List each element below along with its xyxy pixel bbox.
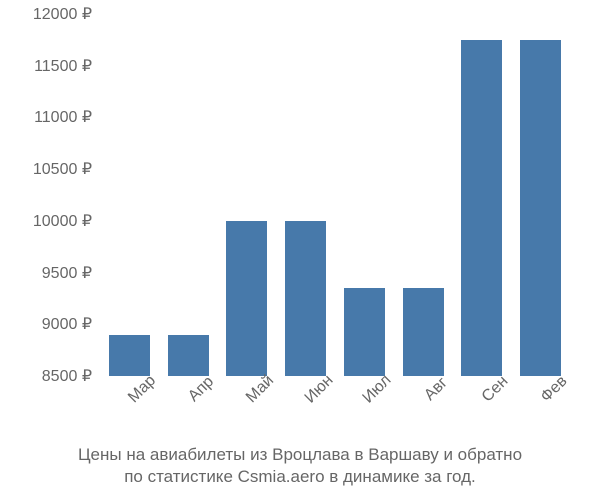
y-tick-label: 11000 ₽ bbox=[34, 107, 100, 127]
bar bbox=[344, 288, 385, 376]
y-tick-label: 10000 ₽ bbox=[33, 211, 100, 231]
y-tick-label: 8500 ₽ bbox=[42, 366, 100, 386]
y-tick-label: 11500 ₽ bbox=[34, 56, 100, 76]
y-tick-label: 9000 ₽ bbox=[42, 314, 100, 334]
y-tick-label: 10500 ₽ bbox=[33, 159, 100, 179]
price-chart: 8500 ₽ 9000 ₽ 9500 ₽ 10000 ₽ 10500 ₽ 11000 ₽ 1… bbox=[0, 0, 600, 500]
bar bbox=[285, 221, 326, 376]
plot-area: 8500 ₽9000 ₽9500 ₽10000 ₽10500 ₽11000 ₽1… bbox=[100, 14, 570, 376]
bar bbox=[403, 288, 444, 376]
caption-line: по статистике Csmia.aero в динамике за г… bbox=[0, 466, 600, 488]
chart-caption: Цены на авиабилеты из Вроцлава в Варшаву… bbox=[0, 444, 600, 488]
bar bbox=[461, 40, 502, 376]
bar bbox=[226, 221, 267, 376]
y-tick-label: 9500 ₽ bbox=[42, 263, 100, 283]
caption-line: Цены на авиабилеты из Вроцлава в Варшаву… bbox=[0, 444, 600, 466]
bar bbox=[520, 40, 561, 376]
y-tick-label: 12000 ₽ bbox=[33, 4, 100, 24]
